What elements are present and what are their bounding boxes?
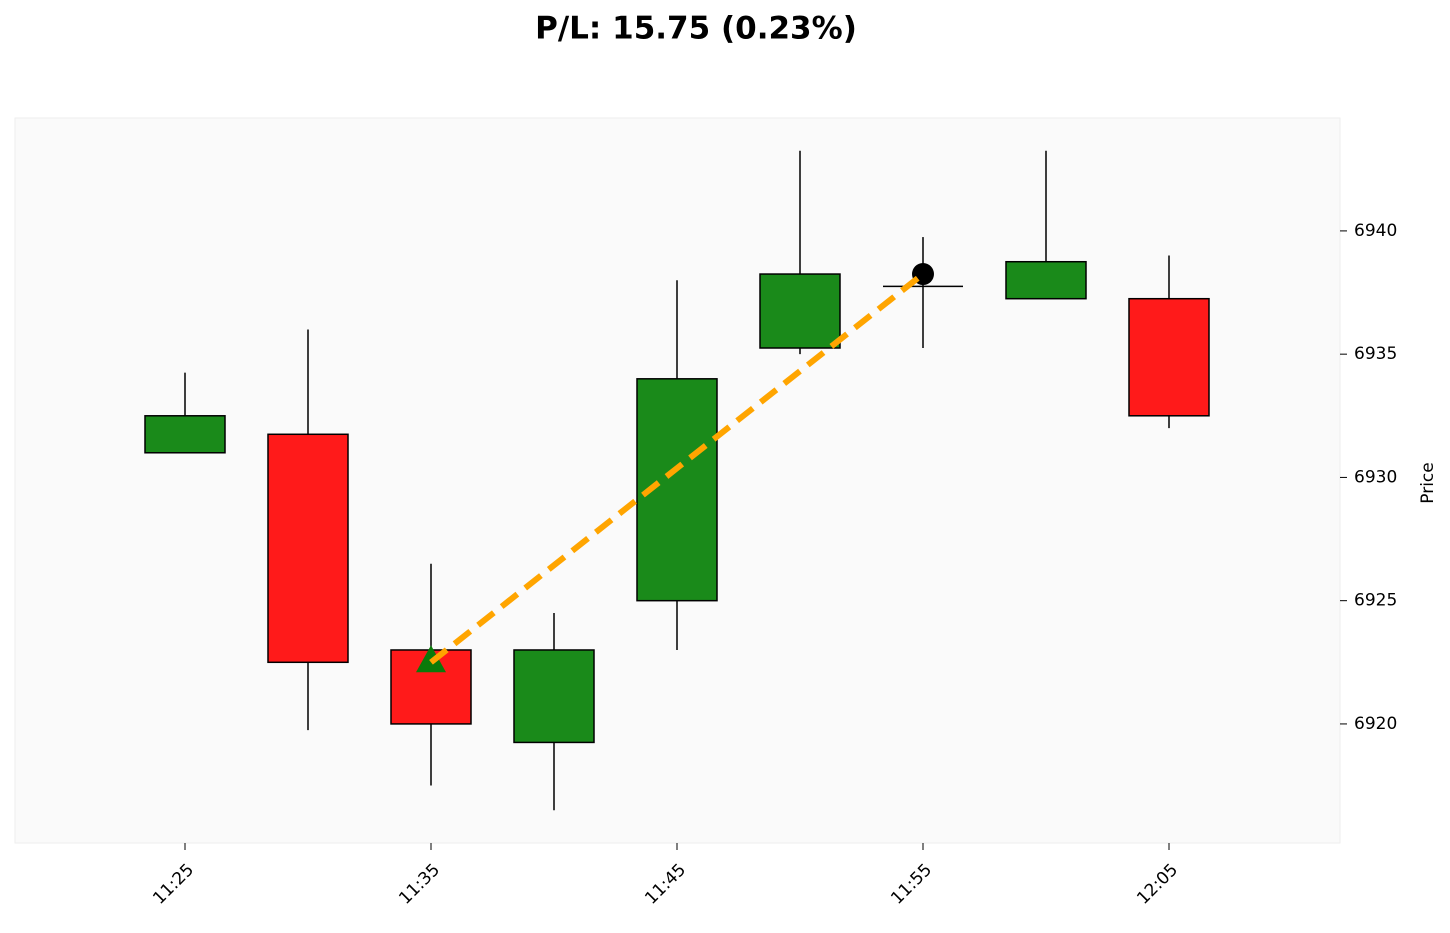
y-axis-label: Price	[1418, 462, 1438, 503]
candle-body	[1005, 260, 1087, 300]
x-tick-label: 11:25	[149, 860, 198, 909]
x-tick-label: 11:55	[887, 860, 936, 909]
x-tick-label: 11:35	[395, 860, 444, 909]
y-tick-label: 6930	[1354, 467, 1397, 487]
candle-body	[1128, 297, 1210, 417]
candle-body	[759, 273, 841, 349]
x-tick-label: 12:05	[1133, 860, 1182, 909]
y-tick-label: 6925	[1354, 591, 1397, 611]
x-tick-label: 11:45	[641, 860, 690, 909]
trade-line	[429, 271, 925, 665]
candle-body	[513, 649, 595, 744]
y-tick-label: 6935	[1354, 344, 1397, 364]
y-tick-label: 6920	[1354, 714, 1397, 734]
candle-body	[267, 433, 349, 664]
chart-title: P/L: 15.75 (0.23%)	[535, 11, 857, 47]
candle-body	[144, 415, 226, 454]
y-tick-label: 6940	[1354, 221, 1397, 241]
